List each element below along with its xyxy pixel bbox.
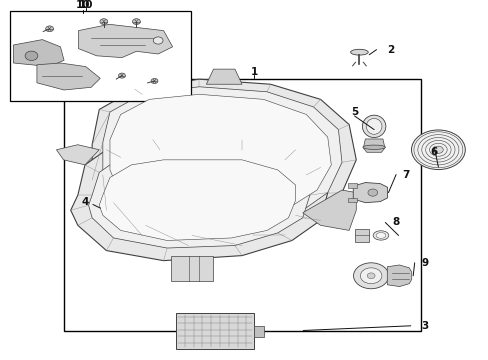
Polygon shape	[352, 183, 386, 203]
Ellipse shape	[362, 115, 385, 138]
Circle shape	[45, 26, 53, 32]
Bar	[347, 198, 356, 202]
Text: 3: 3	[421, 321, 428, 331]
Bar	[176, 313, 254, 349]
Text: 5: 5	[350, 107, 357, 117]
Circle shape	[100, 19, 107, 24]
Circle shape	[25, 51, 38, 60]
Polygon shape	[56, 145, 99, 165]
Circle shape	[367, 189, 377, 196]
Bar	[63, 79, 420, 331]
Bar	[354, 229, 368, 242]
Text: 9: 9	[421, 258, 428, 268]
Circle shape	[153, 37, 163, 44]
Text: 1: 1	[250, 67, 257, 77]
Circle shape	[360, 268, 381, 284]
Polygon shape	[37, 63, 100, 90]
Text: 10: 10	[76, 0, 90, 10]
Text: 6: 6	[430, 147, 437, 157]
Polygon shape	[110, 94, 331, 223]
Polygon shape	[88, 150, 309, 248]
Text: 7: 7	[401, 170, 409, 180]
Polygon shape	[71, 140, 327, 261]
Polygon shape	[302, 190, 356, 230]
Ellipse shape	[375, 233, 385, 238]
Bar	[170, 256, 213, 281]
Ellipse shape	[372, 231, 388, 240]
Polygon shape	[79, 24, 172, 58]
Polygon shape	[386, 265, 411, 287]
Circle shape	[151, 78, 158, 84]
Polygon shape	[206, 69, 242, 84]
Circle shape	[410, 130, 464, 170]
Bar	[347, 183, 356, 188]
Text: 4: 4	[81, 197, 89, 207]
Text: 10: 10	[78, 0, 93, 10]
Polygon shape	[13, 40, 64, 67]
Circle shape	[366, 273, 374, 279]
Text: 2: 2	[387, 45, 394, 55]
Polygon shape	[363, 139, 384, 152]
Ellipse shape	[350, 49, 367, 55]
Ellipse shape	[362, 145, 385, 149]
Text: 8: 8	[392, 217, 399, 228]
Circle shape	[353, 263, 388, 289]
Circle shape	[432, 146, 442, 153]
Polygon shape	[102, 87, 341, 235]
Circle shape	[118, 73, 125, 78]
Circle shape	[132, 19, 140, 24]
Ellipse shape	[366, 118, 381, 134]
Polygon shape	[92, 79, 356, 246]
Polygon shape	[99, 160, 295, 240]
Bar	[10, 11, 190, 101]
Bar	[254, 326, 264, 337]
